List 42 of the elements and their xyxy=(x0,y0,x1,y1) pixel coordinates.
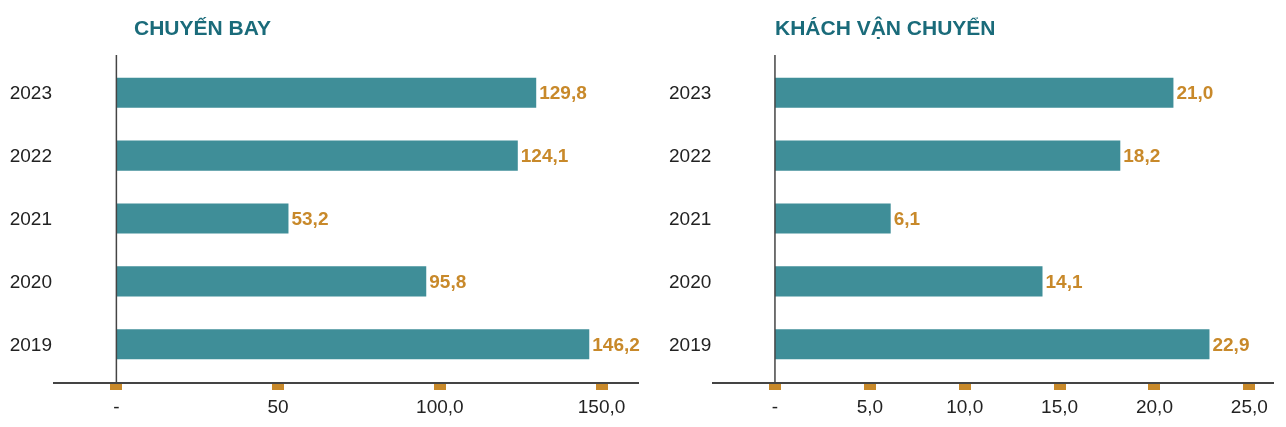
x-tick-label: - xyxy=(113,395,120,417)
data-label: 146,2 xyxy=(592,333,640,355)
chart-title: CHUYẾN BAY xyxy=(134,16,271,39)
y-tick-label: 2020 xyxy=(669,271,712,293)
y-tick-label: 2021 xyxy=(9,208,52,230)
bar xyxy=(774,77,1174,108)
y-tick-label: 2023 xyxy=(669,82,712,104)
data-label: 95,8 xyxy=(429,270,467,292)
x-tick-label: 25,0 xyxy=(1230,395,1268,417)
bar xyxy=(774,203,891,234)
data-label: 53,2 xyxy=(291,208,329,229)
y-tick-label: 2023 xyxy=(9,82,52,104)
data-label: 21,0 xyxy=(1176,82,1214,104)
x-tick-label: 20,0 xyxy=(1135,395,1173,417)
bar xyxy=(116,203,289,234)
bar xyxy=(116,329,590,360)
y-tick-label: 2022 xyxy=(9,145,52,167)
x-tick-label: 10,0 xyxy=(946,395,984,417)
data-label: 22,9 xyxy=(1212,333,1250,355)
x-tick-label: 100,0 xyxy=(416,395,464,417)
data-label: 18,2 xyxy=(1123,145,1161,167)
data-label: 14,1 xyxy=(1045,270,1083,292)
x-tick-label: 15,0 xyxy=(1041,395,1079,417)
chart-title: KHÁCH VẬN CHUYỂN xyxy=(775,16,996,39)
data-label: 6,1 xyxy=(893,208,921,229)
bar xyxy=(116,266,427,297)
bar xyxy=(774,140,1121,171)
bar xyxy=(116,140,518,171)
bar xyxy=(774,329,1210,360)
y-tick-label: 2021 xyxy=(669,208,712,230)
bar xyxy=(774,266,1043,297)
data-label: 124,1 xyxy=(520,145,569,167)
x-tick-label: 50 xyxy=(267,395,289,417)
y-tick-label: 2022 xyxy=(669,145,712,167)
y-tick-label: 2020 xyxy=(9,271,52,293)
y-tick-label: 2019 xyxy=(669,333,712,355)
data-label: 129,8 xyxy=(539,82,587,104)
x-tick-label: 150,0 xyxy=(577,395,626,417)
y-tick-label: 2019 xyxy=(9,333,52,355)
bar xyxy=(116,77,537,108)
x-tick-label: 5,0 xyxy=(856,395,884,417)
x-tick-label: - xyxy=(771,395,779,417)
